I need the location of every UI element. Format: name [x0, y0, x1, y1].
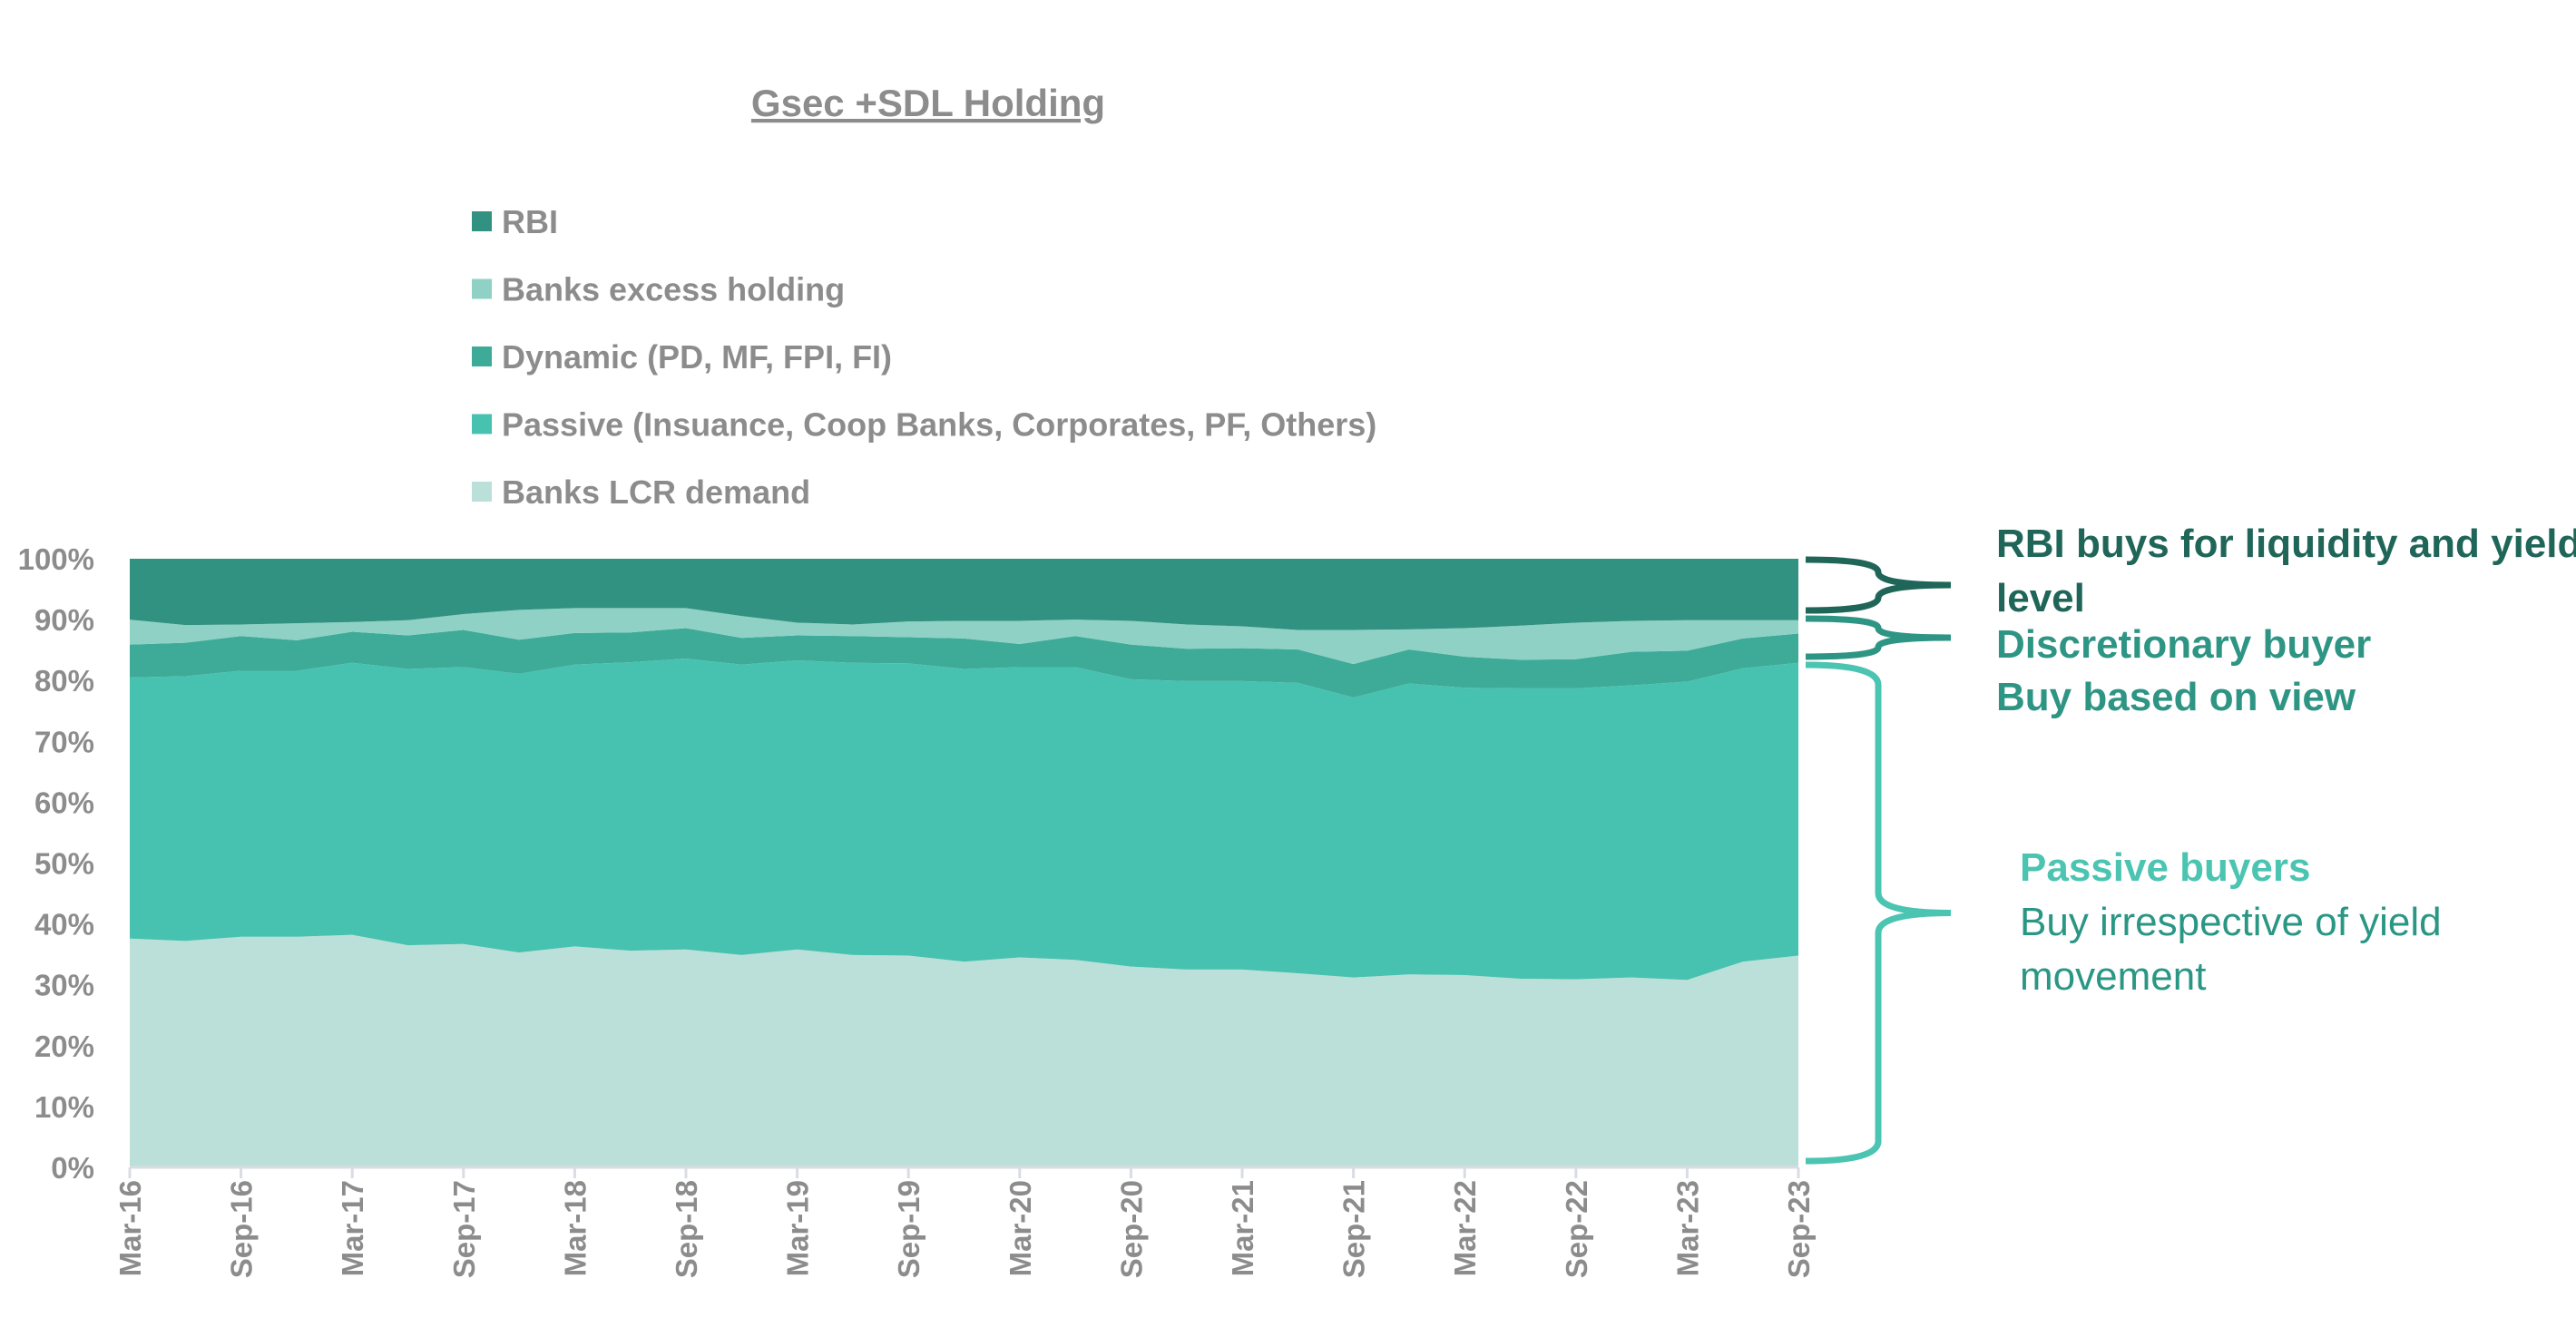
area-series-dynamic-2 — [130, 628, 1798, 698]
area-series-passive-1 — [130, 659, 1798, 981]
y-tick-label: 40% — [34, 908, 94, 942]
annotation-text: Passive buyers — [2020, 845, 2310, 890]
annotation-0: RBI buys for liquidity and yield level — [1805, 522, 2576, 620]
legend-label: Banks LCR demand — [502, 473, 810, 511]
legend-swatch — [472, 414, 492, 434]
legend-item: Banks excess holding — [472, 271, 845, 308]
annotation-1: Discretionary buyer Buy based on view — [1805, 615, 2371, 719]
y-tick-label: 60% — [34, 786, 94, 819]
y-tick-label: 80% — [34, 664, 94, 698]
annotation-2: Passive buyers Buy irrespective of yield m… — [1805, 661, 2442, 1165]
y-tick-label: 10% — [34, 1090, 94, 1124]
legend-item: Passive (Insuance, Coop Banks, Corporate… — [472, 406, 1376, 444]
legend-item: Banks LCR demand — [472, 473, 810, 511]
y-tick-label: 100% — [18, 542, 94, 576]
legend-swatch — [472, 482, 492, 502]
legend: RBI Banks excess holding Dynamic (PD, MF, … — [472, 203, 1376, 511]
x-tick-label: Mar-19 — [781, 1180, 815, 1276]
x-tick-label: Mar-22 — [1448, 1180, 1482, 1276]
legend-label: Dynamic (PD, MF, FPI, FI) — [502, 338, 892, 376]
y-tick-label: 90% — [34, 603, 94, 637]
annotation-text: movement — [2020, 954, 2206, 999]
curly-brace-icon — [1805, 661, 1952, 1165]
y-tick-label: 70% — [34, 725, 94, 758]
y-tick-label: 20% — [34, 1030, 94, 1063]
x-tick-label: Sep-19 — [892, 1180, 926, 1278]
annotation-text: Discretionary buyer — [1996, 622, 2371, 667]
x-tick-label: Sep-17 — [447, 1180, 481, 1278]
y-tick-label: 0% — [51, 1151, 94, 1185]
annotation-text: Buy based on view — [1996, 675, 2356, 719]
legend-item: RBI — [472, 203, 558, 240]
chart-title: Gsec +SDL Holding — [751, 82, 1105, 124]
curly-brace-icon — [1805, 556, 1952, 614]
x-tick-label: Sep-21 — [1337, 1180, 1371, 1278]
legend-label: Passive (Insuance, Coop Banks, Corporate… — [502, 406, 1376, 444]
x-axis: Mar-16 Sep-16 Mar-17 Sep-17 Mar-18 Sep-18 Mar-… — [113, 1166, 1816, 1278]
y-tick-label: 50% — [34, 847, 94, 881]
x-tick-label: Mar-20 — [1004, 1180, 1037, 1276]
legend-label: RBI — [502, 203, 558, 240]
annotation-text: RBI buys for liquidity and yield — [1996, 522, 2576, 566]
plot-areas — [130, 559, 1798, 1167]
x-tick-label: Sep-18 — [670, 1180, 703, 1278]
area-series-rbi-4 — [130, 559, 1798, 630]
y-axis: 0% 10% 20% 30% 40% 50% 60% 70% 80% 90% 100% — [18, 542, 94, 1185]
legend-item: Dynamic (PD, MF, FPI, FI) — [472, 338, 892, 376]
area-series-banks-3 — [130, 608, 1798, 665]
curly-brace-icon — [1805, 615, 1952, 660]
legend-swatch — [472, 211, 492, 231]
x-tick-label: Mar-21 — [1226, 1180, 1259, 1276]
annotations: RBI buys for liquidity and yield levelDis… — [1805, 522, 2576, 1165]
x-tick-label: Mar-17 — [336, 1180, 369, 1276]
x-tick-label: Sep-20 — [1114, 1180, 1148, 1278]
x-tick-label: Sep-23 — [1782, 1180, 1816, 1278]
annotation-text: Buy irrespective of yield — [2020, 900, 2442, 944]
legend-label: Banks excess holding — [502, 271, 845, 308]
x-tick-label: Sep-16 — [225, 1180, 259, 1278]
x-tick-label: Mar-16 — [113, 1180, 147, 1276]
x-tick-label: Sep-22 — [1560, 1180, 1593, 1278]
legend-swatch — [472, 346, 492, 366]
x-tick-label: Mar-18 — [558, 1180, 592, 1276]
legend-swatch — [472, 278, 492, 299]
y-tick-label: 30% — [34, 969, 94, 1002]
annotation-text: level — [1996, 576, 2085, 620]
area-series-banks-0 — [130, 934, 1798, 1167]
x-tick-label: Mar-23 — [1670, 1180, 1704, 1276]
